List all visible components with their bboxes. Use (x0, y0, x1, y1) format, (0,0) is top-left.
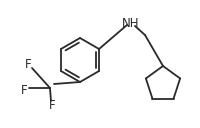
Text: F: F (21, 83, 27, 97)
Text: F: F (25, 58, 31, 72)
Text: F: F (48, 99, 55, 113)
Text: NH: NH (122, 17, 139, 29)
